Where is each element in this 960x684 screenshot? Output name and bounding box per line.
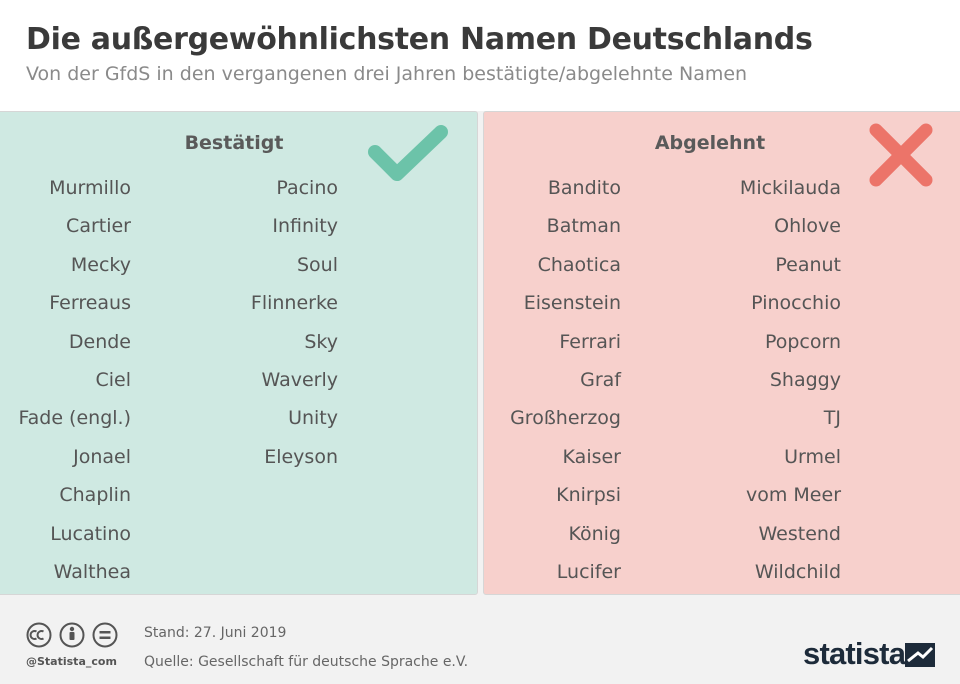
list-item: Graf [580, 368, 621, 391]
list-item: Ciel [95, 368, 131, 391]
stand-date: Stand: 27. Juni 2019 [144, 625, 287, 641]
footer: @Statista_com Stand: 27. Juni 2019 Quell… [0, 596, 960, 684]
list-item: Murmillo [49, 177, 131, 199]
list-item: Mecky [70, 253, 131, 276]
header: Die außergewöhnlichsten Namen Deutschlan… [0, 0, 960, 111]
list-item: Eleyson [264, 445, 338, 468]
list-item: Westend [758, 522, 841, 545]
list-item: Flinnerke [250, 292, 338, 315]
list-item: Lucatino [50, 522, 131, 545]
list-item: vom Meer [746, 484, 841, 507]
list-item: Kaiser [562, 445, 621, 468]
rejected-heading: Abgelehnt [654, 132, 766, 154]
list-item: Pinocchio [751, 292, 841, 315]
list-item: Shaggy [769, 368, 841, 391]
page-subtitle: Von der GfdS in den vergangenen drei Jah… [26, 63, 748, 85]
approved-column-2: Pacino Infinity Soul Flinnerke Sky Waver… [118, 174, 338, 481]
statista-handle: @Statista_com [26, 655, 117, 668]
creative-commons-icons [26, 622, 118, 648]
list-item: Jonael [73, 445, 131, 468]
approved-heading: Bestätigt [184, 132, 284, 154]
list-item: Unity [288, 407, 338, 430]
list-item: Pacino [276, 177, 338, 199]
page-title: Die außergewöhnlichsten Namen Deutschlan… [26, 22, 813, 57]
no-derivatives-icon [92, 622, 118, 648]
rejected-column-1: Bandito Batman Chaotica Eisenstein Ferra… [401, 174, 621, 596]
list-item: Waverly [261, 368, 338, 391]
list-item: Batman [546, 215, 621, 238]
list-item: Peanut [775, 253, 841, 276]
list-item: Dende [68, 330, 131, 353]
approved-panel: Bestätigt Murmillo Cartier Mecky Ferreau… [0, 111, 478, 595]
statista-logo-icon [905, 643, 935, 667]
checkmark-icon [368, 125, 448, 181]
list-item: Eisenstein [523, 292, 621, 315]
approved-column-1: Murmillo Cartier Mecky Ferreaus Dende Ci… [0, 174, 131, 596]
list-item: Lucifer [556, 560, 621, 583]
statista-logo-text: statista [803, 636, 906, 671]
list-item: TJ [823, 407, 841, 430]
list-item: Ferrari [559, 330, 621, 353]
list-item: Großherzog [510, 407, 621, 430]
list-item: Cartier [66, 215, 131, 238]
list-item: Mickilauda [739, 177, 841, 199]
list-item: Chaotica [537, 253, 621, 276]
list-item: Bandito [547, 177, 621, 199]
list-item: Walthea [53, 560, 131, 583]
list-item: Infinity [272, 215, 338, 238]
list-item: Soul [296, 253, 338, 276]
list-item: Knirpsi [556, 484, 621, 507]
list-item: Popcorn [764, 330, 841, 353]
list-item: Wildchild [754, 560, 841, 583]
list-item: Sky [304, 330, 338, 353]
cc-icon [26, 622, 52, 648]
list-item: Chaplin [59, 484, 131, 507]
rejected-column-2: Mickilauda Ohlove Peanut Pinocchio Popco… [621, 174, 841, 596]
cross-icon [869, 123, 933, 187]
rejected-panel: Abgelehnt Bandito Batman Chaotica Eisens… [483, 111, 960, 595]
list-item: Urmel [784, 445, 841, 468]
list-item: Ferreaus [49, 292, 131, 315]
list-item: Fade (engl.) [18, 407, 131, 430]
list-item: Ohlove [774, 215, 841, 238]
source-note: Quelle: Gesellschaft für deutsche Sprach… [144, 654, 469, 670]
list-item: König [568, 522, 621, 545]
attribution-icon [59, 622, 85, 648]
